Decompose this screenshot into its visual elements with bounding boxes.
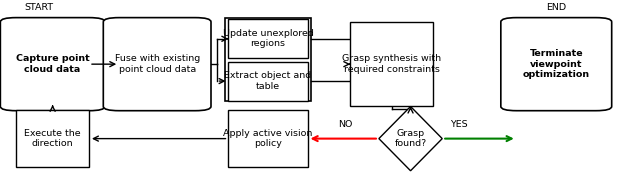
FancyBboxPatch shape — [501, 18, 612, 111]
Text: Extract object and
table: Extract object and table — [225, 71, 312, 91]
Text: START: START — [24, 3, 53, 12]
Text: Grasp synthesis with
required constraints: Grasp synthesis with required constraint… — [342, 54, 441, 74]
Bar — [228, 19, 308, 58]
Bar — [16, 110, 89, 167]
Text: Capture point
cloud data: Capture point cloud data — [16, 54, 90, 74]
Text: Grasp
found?: Grasp found? — [394, 129, 427, 148]
FancyBboxPatch shape — [103, 18, 211, 111]
Text: END: END — [546, 3, 566, 12]
Text: Execute the
direction: Execute the direction — [24, 129, 81, 148]
Bar — [228, 62, 308, 101]
Polygon shape — [379, 106, 442, 171]
Bar — [228, 110, 308, 167]
Text: Apply active vision
policy: Apply active vision policy — [223, 129, 313, 148]
Text: NO: NO — [338, 120, 352, 129]
Text: Fuse with existing
point cloud data: Fuse with existing point cloud data — [115, 54, 200, 74]
Bar — [225, 19, 311, 101]
FancyBboxPatch shape — [1, 18, 105, 111]
Text: Update unexplored
regions: Update unexplored regions — [223, 29, 314, 48]
Text: YES: YES — [450, 120, 467, 129]
Bar — [350, 22, 433, 106]
Text: Terminate
viewpoint
optimization: Terminate viewpoint optimization — [523, 49, 590, 79]
